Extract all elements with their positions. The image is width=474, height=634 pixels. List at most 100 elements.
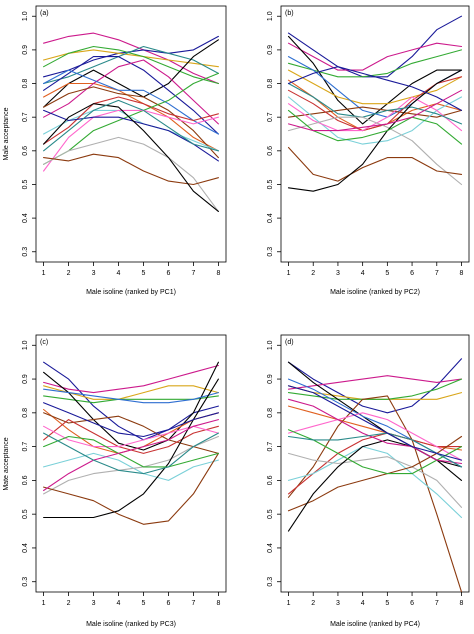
series-line-9	[43, 59, 219, 125]
x-tick-label: 8	[216, 600, 220, 607]
series-line-12	[43, 109, 219, 152]
series-line-12	[43, 435, 219, 495]
plot-frame	[280, 334, 470, 593]
x-axis-title: Male isoline (ranked by PC4)	[330, 621, 420, 628]
series-line-4	[287, 49, 463, 78]
series-line-11	[287, 446, 463, 519]
series-line-18	[43, 402, 219, 438]
y-tick-label: 0.8	[22, 408, 29, 418]
y-tick-label: 0.6	[267, 146, 274, 156]
x-tick-label: 3	[336, 600, 340, 607]
x-tick-label: 2	[311, 270, 315, 277]
series-line-4	[287, 378, 463, 400]
series-line-17	[287, 109, 463, 145]
series-line-5	[287, 69, 463, 105]
x-tick-label: 3	[336, 270, 340, 277]
series-line-14	[43, 72, 219, 165]
y-tick-label: 0.9	[22, 45, 29, 55]
y-tick-label: 0.6	[22, 146, 29, 156]
x-tick-label: 4	[361, 600, 365, 607]
x-tick-label: 8	[460, 600, 464, 607]
x-tick-label: 4	[117, 270, 121, 277]
series-line-17	[287, 432, 463, 468]
y-tick-label: 0.4	[22, 543, 29, 553]
x-axis-title: Male isoline (ranked by PC3)	[86, 621, 176, 628]
series-line-15	[287, 69, 463, 192]
series-line-17	[43, 109, 219, 162]
y-tick-label: 0.4	[22, 213, 29, 223]
series-line-1	[287, 358, 463, 414]
x-tick-label: 4	[361, 270, 365, 277]
x-tick-label: 4	[117, 600, 121, 607]
x-tick-label: 8	[460, 270, 464, 277]
series-line-1	[287, 15, 463, 78]
chart-panel-4: 1 2 3 4 5 6 7 8 0.3 0.4 0.5 0.6 0.7 0.8 0.9 1.0 (d) Male …	[267, 334, 470, 628]
x-tick-label: 6	[410, 270, 414, 277]
x-axis-title: Male isoline (ranked by PC1)	[86, 289, 176, 296]
series-line-4	[43, 395, 219, 404]
y-tick-label: 0.9	[22, 374, 29, 384]
panel-label: (c)	[40, 339, 48, 346]
x-tick-label: 1	[42, 270, 46, 277]
series-line-10	[43, 86, 219, 159]
series-line-15	[43, 109, 219, 172]
y-tick-label: 0.3	[267, 577, 274, 587]
series-line-4	[43, 45, 219, 85]
series-line-18	[43, 153, 219, 186]
series-line-11	[43, 452, 219, 481]
y-tick-label: 1.0	[22, 11, 29, 21]
series-line-7	[43, 82, 219, 152]
plot-frame	[35, 5, 227, 263]
series-line-16	[287, 66, 463, 111]
x-tick-label: 7	[435, 270, 439, 277]
series-line-13	[287, 435, 463, 512]
x-tick-label: 2	[67, 270, 71, 277]
series-line-2	[287, 42, 463, 71]
x-tick-label: 5	[385, 270, 389, 277]
x-axis-title: Male isoline (ranked by PC2)	[330, 289, 420, 296]
y-tick-label: 0.7	[22, 112, 29, 122]
x-tick-label: 7	[191, 270, 195, 277]
series-line-12	[287, 82, 463, 125]
x-tick-label: 6	[167, 600, 171, 607]
y-tick-label: 1.0	[22, 340, 29, 350]
x-tick-label: 7	[191, 600, 195, 607]
series-line-5	[43, 45, 219, 85]
series-line-5	[43, 361, 219, 451]
chart-panel-1: 1 2 3 4 5 6 7 8 0.3 0.4 0.5 0.6 0.7 0.8 0.9 1.0 (a) Male …	[3, 5, 227, 296]
series-line-14	[43, 378, 219, 519]
series-line-18	[287, 89, 463, 132]
series-line-15	[287, 429, 463, 475]
x-tick-label: 2	[67, 600, 71, 607]
y-tick-label: 0.7	[267, 112, 274, 122]
series-line-9	[287, 432, 463, 495]
y-tick-label: 0.6	[22, 475, 29, 485]
series-line-11	[43, 69, 219, 135]
x-tick-label: 2	[311, 600, 315, 607]
series-line-10	[287, 412, 463, 461]
series-line-20	[43, 99, 219, 152]
x-tick-label: 1	[42, 600, 46, 607]
series-line-18	[287, 385, 463, 461]
x-tick-label: 6	[167, 270, 171, 277]
series-line-9	[287, 96, 463, 145]
y-tick-label: 0.9	[267, 45, 274, 55]
y-tick-label: 0.5	[22, 509, 29, 519]
plot-frame	[280, 5, 470, 263]
series-line-1	[43, 361, 219, 441]
y-tick-label: 0.3	[22, 577, 29, 587]
y-tick-label: 0.5	[267, 509, 274, 519]
y-tick-label: 0.6	[267, 475, 274, 485]
x-tick-label: 7	[435, 600, 439, 607]
x-tick-label: 3	[92, 600, 96, 607]
series-line-15	[43, 435, 219, 468]
panel-label: (a)	[40, 10, 49, 17]
series-line-19	[43, 103, 219, 212]
y-tick-label: 0.3	[22, 247, 29, 257]
series-line-2	[43, 364, 219, 394]
series-line-16	[43, 419, 219, 492]
plot-frame	[35, 334, 227, 593]
x-tick-label: 1	[287, 600, 291, 607]
chart-panel-3: 1 2 3 4 5 6 7 8 0.3 0.4 0.5 0.6 0.7 0.8 0.9 1.0 (c) Male …	[3, 334, 227, 628]
